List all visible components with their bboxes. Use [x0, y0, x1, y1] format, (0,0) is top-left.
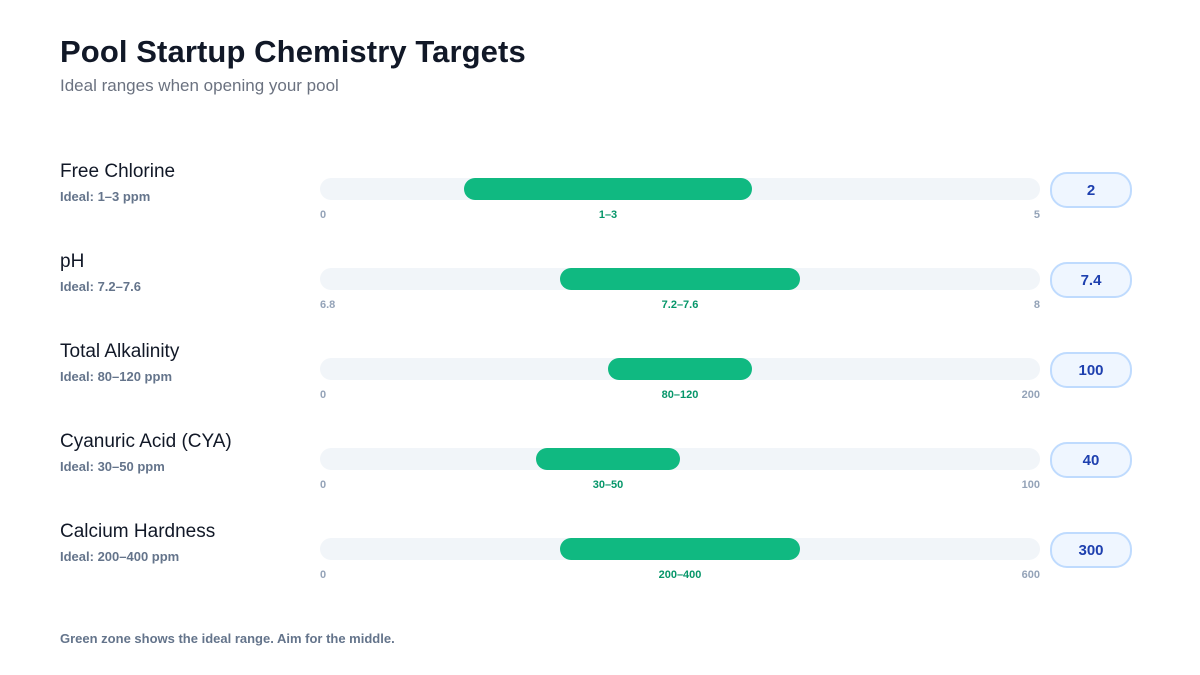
metric-ideal-text: Ideal: 7.2–7.6: [60, 279, 141, 294]
metric-name: Calcium Hardness: [60, 521, 216, 542]
target-value-badge: 2: [1050, 172, 1132, 208]
axis-max-label: 5: [1033, 209, 1040, 221]
ideal-range-label: 200–400: [658, 569, 702, 581]
metric-ideal-text: Ideal: 1–3 ppm: [60, 189, 151, 204]
metric-row: Free Chlorine Ideal: 1–3 ppm 0 5 1–3 2: [0, 161, 1200, 241]
ideal-range-label: 1–3: [598, 209, 618, 221]
metric-ideal-text: Ideal: 80–120 ppm: [60, 369, 172, 384]
target-value-badge: 300: [1050, 532, 1132, 568]
metric-row: Calcium Hardness Ideal: 200–400 ppm 0 600 20…: [0, 521, 1200, 601]
metric-row: pH Ideal: 7.2–7.6 6.8 8 7.2–7.6 7.4: [0, 251, 1200, 331]
metric-row: Total Alkalinity Ideal: 80–120 ppm 0 200 80–…: [0, 341, 1200, 421]
metric-ideal-text: Ideal: 200–400 ppm: [60, 549, 180, 564]
range-track: [320, 538, 1040, 560]
target-value-badge: 7.4: [1050, 262, 1132, 298]
ideal-zone-bar: [464, 178, 752, 200]
ideal-zone-bar: [608, 358, 752, 380]
metric-name: Total Alkalinity: [60, 341, 180, 362]
axis-min-label: 6.8: [320, 299, 336, 311]
axis-max-label: 600: [1021, 569, 1040, 581]
target-value-badge: 40: [1050, 442, 1132, 478]
axis-max-label: 100: [1021, 479, 1040, 491]
range-track: [320, 268, 1040, 290]
axis-max-label: 8: [1033, 299, 1040, 311]
axis-max-label: 200: [1021, 389, 1040, 401]
axis-min-label: 0: [320, 209, 327, 221]
axis-min-label: 0: [320, 569, 327, 581]
footnote: Green zone shows the ideal range. Aim fo…: [60, 631, 395, 646]
metric-name: Free Chlorine: [60, 161, 176, 182]
axis-min-label: 0: [320, 389, 327, 401]
ideal-zone-bar: [560, 268, 800, 290]
range-track: [320, 448, 1040, 470]
page-title: Pool Startup Chemistry Targets: [60, 34, 526, 69]
range-track: [320, 178, 1040, 200]
ideal-range-label: 80–120: [661, 389, 699, 401]
metric-row: Cyanuric Acid (CYA) Ideal: 30–50 ppm 0 100 3…: [0, 431, 1200, 511]
range-track: [320, 358, 1040, 380]
target-value-badge: 100: [1050, 352, 1132, 388]
metric-name: Cyanuric Acid (CYA): [60, 431, 232, 452]
ideal-zone-bar: [536, 448, 680, 470]
page-subtitle: Ideal ranges when opening your pool: [60, 76, 339, 95]
axis-min-label: 0: [320, 479, 327, 491]
metric-name: pH: [60, 251, 85, 272]
metric-ideal-text: Ideal: 30–50 ppm: [60, 459, 165, 474]
ideal-range-label: 7.2–7.6: [661, 299, 699, 311]
ideal-zone-bar: [560, 538, 800, 560]
ideal-range-label: 30–50: [592, 479, 624, 491]
